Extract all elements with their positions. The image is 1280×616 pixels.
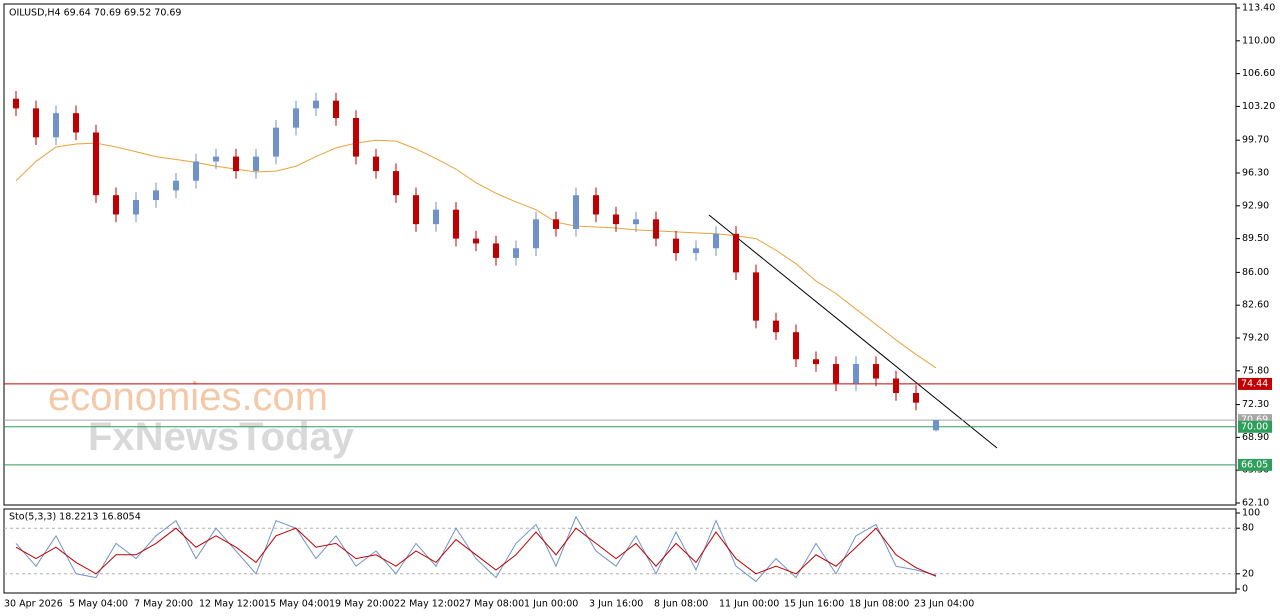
stochastic-line	[15, 527, 937, 577]
candle-body	[873, 364, 879, 379]
y-tick-label: 86.00	[1242, 267, 1269, 278]
time-label: 3 Jun 16:00	[589, 599, 643, 610]
time-label: 15 May 04:00	[264, 599, 329, 610]
y-tick-label: 89.50	[1242, 233, 1269, 244]
time-label: 19 May 20:00	[329, 599, 394, 610]
level-tag	[1238, 377, 1272, 390]
candle-body	[53, 113, 59, 138]
y-tick-label: 20	[1242, 568, 1254, 579]
candle-body	[853, 364, 859, 384]
time-label: 30 Apr 2026	[4, 599, 63, 610]
candle-body	[653, 219, 659, 239]
y-tick-label: 72.30	[1242, 399, 1269, 410]
level-label: 66.05	[1241, 459, 1268, 470]
y-tick-label: 113.40	[1242, 3, 1275, 14]
candle-body	[473, 238, 479, 244]
time-label: 1 Jun 00:00	[524, 599, 578, 610]
time-label: 18 Jun 08:00	[849, 599, 909, 610]
candle-body	[733, 233, 739, 273]
candle-body	[693, 248, 699, 254]
oscillator-title: Sto(5,3,3) 18.2213 16.8054	[9, 512, 141, 523]
main-frame	[3, 3, 1237, 506]
candle-body	[353, 118, 359, 157]
candle-body	[633, 219, 639, 225]
y-tick-label: 99.70	[1242, 135, 1269, 146]
candle-body	[833, 364, 839, 384]
candle-body	[573, 195, 579, 229]
y-tick-label: 75.80	[1242, 365, 1269, 376]
y-tick-label: 100	[1242, 508, 1260, 519]
time-label: 12 May 12:00	[199, 599, 264, 610]
candle-body	[333, 100, 339, 118]
time-label: 15 Jun 16:00	[784, 599, 844, 610]
candle-body	[773, 320, 779, 333]
time-label: 27 May 08:00	[459, 599, 524, 610]
y-tick-label: 106.60	[1242, 68, 1275, 79]
y-tick-label: 68.90	[1242, 432, 1269, 443]
time-label: 22 May 12:00	[394, 599, 459, 610]
level-label: 70.69	[1241, 415, 1268, 426]
candle-body	[273, 127, 279, 157]
candle-body	[433, 209, 439, 225]
candle-body	[673, 238, 679, 254]
candle-body	[593, 195, 599, 215]
watermark: economies.com	[48, 375, 328, 419]
candle-body	[793, 332, 799, 360]
time-label: 11 Jun 00:00	[719, 599, 779, 610]
candle-body	[173, 180, 179, 191]
candle-body	[413, 195, 419, 225]
candle-body	[153, 190, 159, 201]
moving-average	[15, 139, 937, 369]
candle-body	[813, 359, 819, 365]
y-tick-label: 62.10	[1242, 498, 1269, 509]
trend-line	[708, 214, 998, 449]
candle-body	[453, 209, 459, 239]
candle-body	[553, 219, 559, 229]
y-tick-label: 92.90	[1242, 200, 1269, 211]
candle-body	[233, 156, 239, 172]
candle-body	[513, 248, 519, 258]
candle-body	[713, 233, 719, 249]
y-tick-label: 110.00	[1242, 35, 1275, 46]
candle-body	[753, 272, 759, 321]
candle-body	[253, 156, 259, 172]
y-tick-label: 80	[1242, 523, 1254, 534]
level-tag	[1238, 420, 1272, 433]
level-label: 70.00	[1241, 421, 1268, 432]
y-tick-label: 0	[1242, 584, 1248, 595]
candle-body	[133, 200, 139, 215]
candle-body	[613, 214, 619, 225]
candle-body	[193, 161, 199, 181]
time-label: 23 Jun 04:00	[914, 599, 974, 610]
candle-body	[933, 420, 939, 431]
candle-body	[73, 113, 79, 133]
candle-body	[293, 108, 299, 128]
stochastic-line	[15, 515, 937, 583]
candle-body	[893, 378, 899, 393]
candle-body	[493, 243, 499, 258]
level-tag	[1238, 458, 1272, 471]
y-tick-label: 96.30	[1242, 168, 1269, 179]
candle-body	[313, 100, 319, 109]
level-label: 74.44	[1241, 378, 1268, 389]
y-tick-label: 103.20	[1242, 101, 1275, 112]
candle-body	[533, 219, 539, 249]
candle-body	[93, 132, 99, 196]
time-label: 7 May 20:00	[134, 599, 193, 610]
candle-body	[373, 156, 379, 172]
y-tick-label: 79.20	[1242, 333, 1269, 344]
time-label: 5 May 04:00	[69, 599, 128, 610]
oscillator-frame	[3, 508, 1237, 594]
watermark: FxNewsToday	[88, 415, 355, 459]
y-tick-label: 82.60	[1242, 300, 1269, 311]
candle-body	[113, 195, 119, 215]
chart-title: OILUSD,H4 69.64 70.69 69.52 70.69	[9, 8, 181, 19]
candle-body	[393, 171, 399, 196]
candle-body	[33, 108, 39, 138]
time-label: 8 Jun 08:00	[654, 599, 708, 610]
candle-body	[13, 98, 19, 109]
candle-body	[213, 156, 219, 162]
candle-body	[913, 393, 919, 403]
